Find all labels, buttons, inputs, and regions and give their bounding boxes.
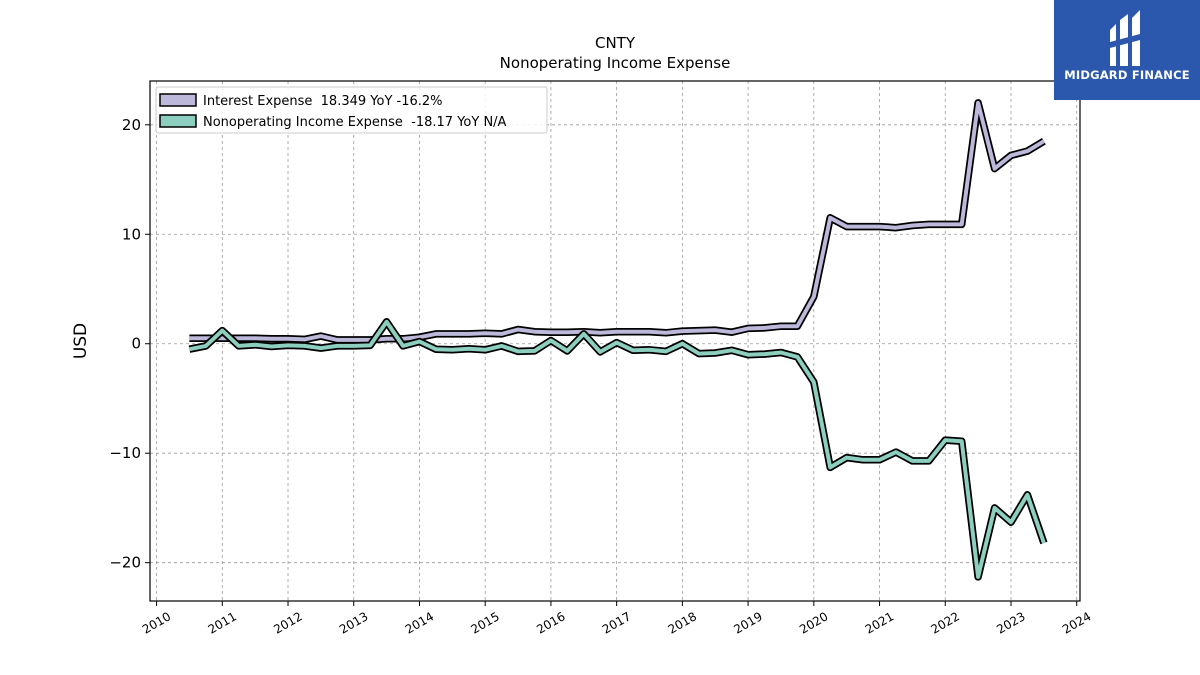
chart-title: CNTY [595,34,636,52]
x-tick-label: 2010 [140,609,173,636]
x-tick-label: 2016 [534,609,567,636]
y-tick-label: 20 [122,116,141,134]
x-tick-label: 2024 [1060,609,1093,636]
legend: Interest Expense 18.349 YoY -16.2% Nonop… [155,86,548,134]
plot-frame [149,80,1081,602]
x-tick-label: 2013 [337,609,370,636]
axes: 2010 2011 2012 2013 2014 2015 2016 2017 2018 2019… [109,116,1093,637]
y-tick-label: −10 [109,444,141,462]
legend-label-nonoperating-income-expense: Nonoperating Income Expense -18.17 YoY N… [203,115,507,130]
x-tick-label: 2021 [863,609,896,636]
chart-subtitle: Nonoperating Income Expense [500,54,731,72]
brand-name: MIDGARD FINANCE [1064,68,1190,82]
x-tick-label: 2022 [929,609,962,636]
x-tick-label: 2015 [468,609,501,636]
y-tick-label: 10 [122,225,141,243]
series-group [188,99,1048,581]
legend-swatch-interest-expense [159,93,197,107]
x-tick-label: 2023 [994,609,1027,636]
brand-logo: MIDGARD FINANCE [1054,0,1200,100]
x-tick-label: 2017 [600,609,633,636]
y-tick-label: 0 [131,335,141,353]
y-axis-label: USD [71,323,91,359]
x-tick-label: 2014 [403,609,436,636]
x-tick-label: 2018 [666,609,699,636]
x-tick-label: 2020 [797,609,830,636]
x-tick-label: 2012 [271,609,304,636]
legend-swatch-nonoperating-income-expense [159,114,197,128]
x-tick-label: 2011 [206,609,239,636]
midgard-monogram-icon [1110,10,1140,66]
legend-label-interest-expense: Interest Expense 18.349 YoY -16.2% [203,94,443,109]
y-tick-label: −20 [109,554,141,572]
x-tick-label: 2019 [731,609,764,636]
legend-box [155,86,548,134]
